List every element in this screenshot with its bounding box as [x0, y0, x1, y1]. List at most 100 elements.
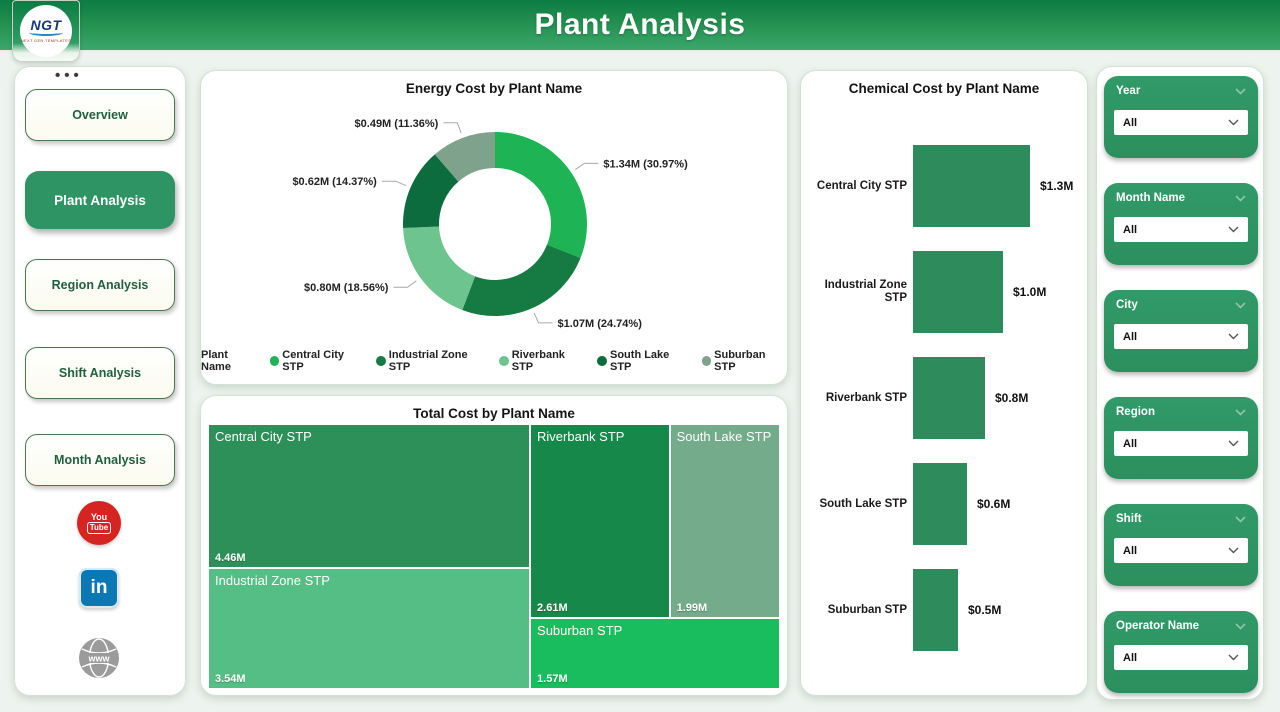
sidebar-item-overview[interactable]: Overview [25, 89, 175, 141]
chevron-down-icon[interactable] [1235, 87, 1246, 95]
filter-year: Year All [1104, 76, 1258, 158]
legend-item-suburban-stp[interactable]: Suburban STP [701, 349, 787, 373]
donut-slice-industrial-zone-stp[interactable] [462, 244, 581, 316]
chevron-down-icon[interactable] [1235, 408, 1246, 416]
treemap-node-suburban-stp[interactable]: Suburban STP 1.57M [530, 618, 780, 689]
filter-dropdown[interactable]: All [1114, 431, 1248, 456]
filter-label: Operator Name [1116, 620, 1200, 632]
filter-dropdown[interactable]: All [1114, 538, 1248, 563]
filter-value: All [1123, 544, 1138, 557]
youtube-icon[interactable]: You Tube [77, 501, 121, 545]
label-leader-line [574, 162, 599, 170]
filter-shift: Shift All [1104, 504, 1258, 586]
legend-item-south-lake-stp[interactable]: South Lake STP [597, 349, 690, 373]
filter-value: All [1123, 223, 1138, 236]
sidebar-item-month-analysis[interactable]: Month Analysis [25, 434, 175, 486]
treemap-node-value: 3.54M [215, 672, 246, 685]
treemap-node-south-lake-stp[interactable]: South Lake STP 1.99M [669, 424, 780, 619]
chart-title: Chemical Cost by Plant Name [848, 81, 1040, 96]
chevron-down-icon [1228, 119, 1239, 126]
treemap-node-label: Suburban STP [537, 623, 623, 639]
bar-rect[interactable] [913, 145, 1030, 227]
youtube-icon-text: You [90, 512, 108, 522]
legend-dot [499, 356, 509, 366]
chevron-down-icon [1228, 654, 1239, 661]
logo-swoosh-icon [29, 29, 63, 36]
treemap-chart: Central City STP 4.46M Industrial Zone ST… [208, 424, 780, 689]
more-options-icon[interactable]: ••• [55, 67, 83, 84]
chevron-down-icon[interactable] [1235, 515, 1246, 523]
filter-operator-name: Operator Name All [1104, 611, 1258, 693]
sidebar-item-shift-analysis[interactable]: Shift Analysis [25, 347, 175, 399]
bar-rect[interactable] [913, 463, 967, 545]
sidebar-item-plant-analysis[interactable]: Plant Analysis [25, 171, 175, 229]
treemap-node-value: 1.99M [676, 602, 708, 615]
chart-title: Energy Cost by Plant Name [405, 81, 583, 96]
donut-slice-riverbank-stp[interactable] [403, 226, 476, 310]
bar-value-label: $1.0M [1013, 285, 1047, 299]
filter-dropdown[interactable]: All [1114, 324, 1248, 349]
sidebar-item-region-analysis[interactable]: Region Analysis [25, 259, 175, 311]
filter-city: City All [1104, 290, 1258, 372]
bar-value-label: $0.6M [977, 497, 1011, 511]
filter-label: Month Name [1116, 192, 1185, 204]
filter-dropdown[interactable]: All [1114, 217, 1248, 242]
bar-row-industrial-zone-stp: Industrial Zone STP $1.0M [801, 239, 1087, 345]
bar-row-riverbank-stp: Riverbank STP $0.8M [801, 345, 1087, 451]
filter-dropdown[interactable]: All [1114, 645, 1248, 670]
legend-item-industrial-zone-stp[interactable]: Industrial Zone STP [376, 349, 488, 373]
bar-value-label: $0.8M [995, 391, 1029, 405]
donut-slice-central-city-stp[interactable] [495, 132, 587, 258]
treemap-node-industrial-zone-stp[interactable]: Industrial Zone STP 3.54M [208, 568, 531, 689]
page-title: Plant Analysis [534, 8, 746, 41]
logo-subtext: NEXT GEN TEMPLATES [20, 38, 72, 43]
bar-rect[interactable] [913, 357, 985, 439]
bar-row-central-city-stp: Central City STP $1.3M [801, 133, 1087, 239]
legend-item-riverbank-stp[interactable]: Riverbank STP [499, 349, 586, 373]
chevron-down-icon[interactable] [1235, 622, 1246, 630]
treemap-node-label: South Lake STP [676, 429, 772, 444]
bar-category-label: South Lake STP [819, 497, 907, 510]
filter-value: All [1123, 651, 1138, 664]
chevron-down-icon[interactable] [1235, 194, 1246, 202]
bar-category-label: Central City STP [816, 179, 907, 192]
bar-rect[interactable] [913, 569, 958, 651]
total-cost-chart-card: Total Cost by Plant Name Central City ST… [200, 395, 788, 696]
svg-text:www: www [87, 654, 110, 664]
linkedin-icon-text: in [90, 577, 108, 598]
legend-item-central-city-stp[interactable]: Central City STP [269, 349, 365, 373]
chevron-down-icon[interactable] [1235, 301, 1246, 309]
legend-dot [701, 356, 712, 366]
legend-dot [597, 356, 607, 366]
app-header: Plant Analysis [0, 0, 1280, 52]
filter-label: Shift [1116, 513, 1142, 525]
linkedin-icon[interactable]: in [79, 568, 119, 608]
donut-slice-suburban-stp[interactable] [434, 132, 495, 182]
bar-row-suburban-stp: Suburban STP $0.5M [801, 557, 1087, 663]
bar-category-label: Suburban STP [827, 603, 907, 616]
donut-slice-south-lake-stp[interactable] [403, 154, 459, 229]
ngt-logo: NGT NEXT GEN TEMPLATES [20, 5, 72, 57]
legend-dot [376, 356, 386, 366]
treemap-node-central-city-stp[interactable]: Central City STP 4.46M [208, 424, 531, 569]
bar-value-label: $1.3M [1040, 179, 1074, 193]
filter-dropdown[interactable]: All [1114, 110, 1248, 135]
filter-month-name: Month Name All [1104, 183, 1258, 265]
chevron-down-icon [1228, 547, 1239, 554]
legend-dot [269, 356, 280, 366]
donut-data-label: $1.07M (24.74%) [557, 318, 642, 330]
donut-data-label: $0.80M (18.56%) [304, 282, 389, 294]
bar-chart: Central City STP $1.3M Industrial Zone ST… [801, 133, 1087, 663]
website-globe-icon[interactable]: www [78, 637, 120, 679]
treemap-node-riverbank-stp[interactable]: Riverbank STP 2.61M [530, 424, 670, 619]
chart-title: Total Cost by Plant Name [413, 406, 575, 421]
donut-chart: $1.34M (30.97%) $1.07M (24.74%) $0.80M (18… [292, 118, 688, 330]
treemap-node-value: 4.46M [215, 552, 246, 565]
treemap-node-value: 1.57M [537, 672, 568, 685]
youtube-icon-text2: Tube [86, 522, 112, 534]
bar-rect[interactable] [913, 251, 1003, 333]
treemap-node-label: Riverbank STP [537, 429, 625, 444]
filter-value: All [1123, 116, 1138, 129]
chevron-down-icon [1228, 440, 1239, 447]
